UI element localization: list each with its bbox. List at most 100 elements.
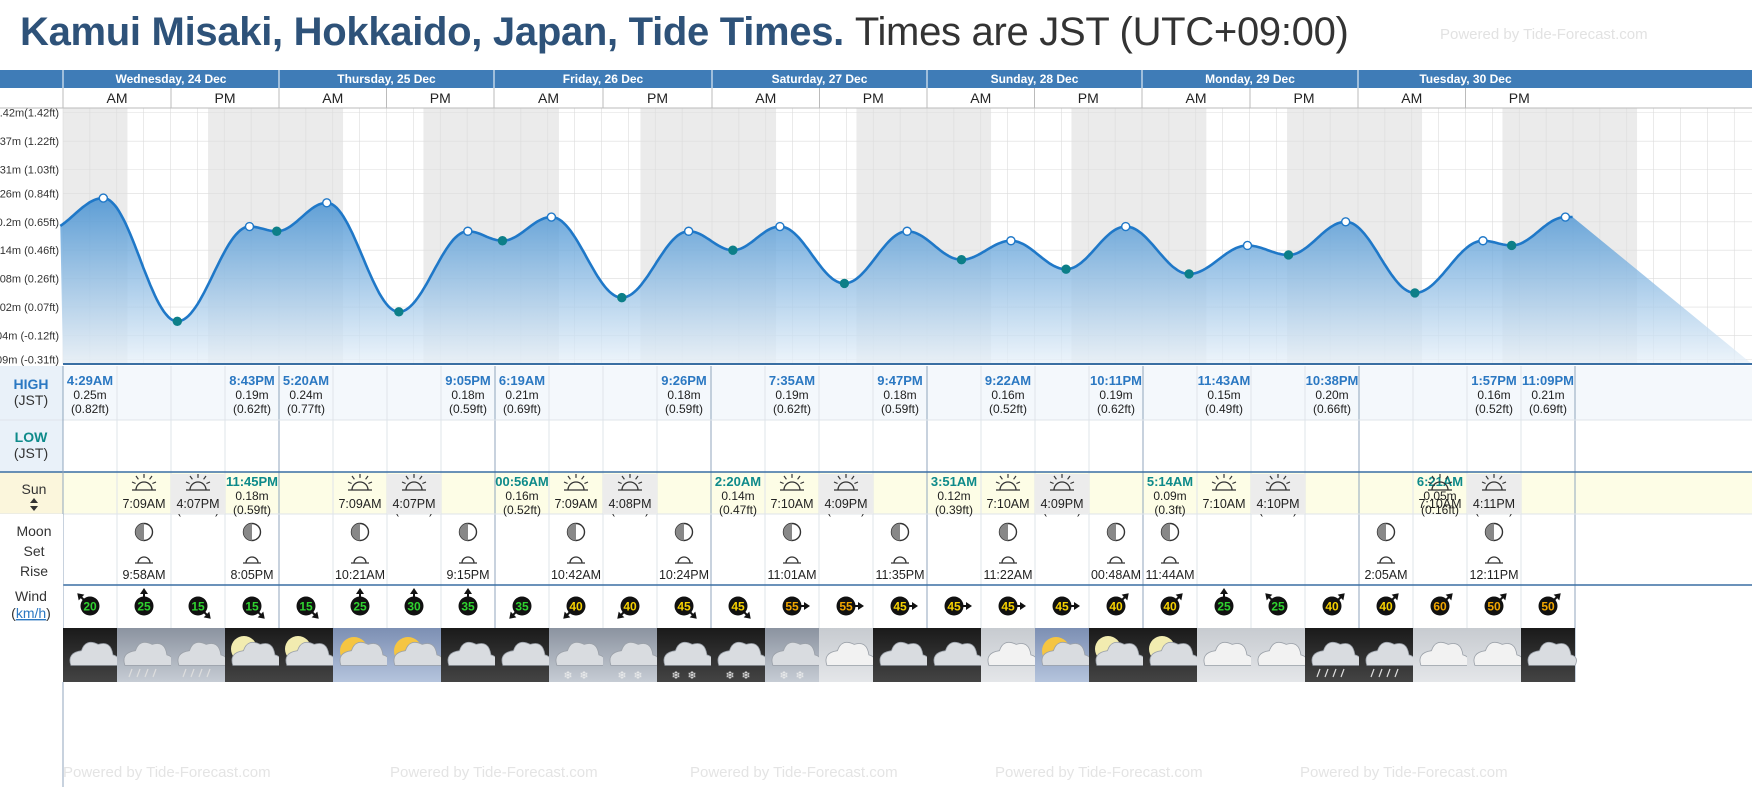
low-feet: (0.16ft) (1421, 503, 1459, 517)
wind-arrow-head (1020, 602, 1026, 610)
moonset-arc (677, 556, 691, 564)
moonset-arc (461, 556, 475, 564)
low-label: LOW (15, 429, 48, 445)
weather-cell (279, 628, 335, 682)
sun-arc (783, 481, 801, 491)
low-meters: 0.12m (937, 489, 970, 503)
moon-shadow (459, 523, 468, 541)
tide-point (1506, 240, 1517, 251)
moonset-time: 8:05PM (230, 568, 273, 582)
high-meters: 0.24m (289, 388, 322, 402)
sun-ray (638, 481, 643, 485)
day-label: Monday, 29 Dec (1205, 72, 1295, 86)
moonset-arc (893, 556, 907, 564)
snowflake-icon: ❄ (563, 670, 572, 682)
weather-cell (171, 628, 227, 682)
tide-point (1560, 212, 1571, 222)
wind-indicator: 40 (617, 596, 640, 619)
sun-ray (1053, 475, 1057, 480)
sunset-icon (1481, 474, 1507, 491)
wind-indicator: 45 (1052, 596, 1080, 616)
wind-arrow-head (203, 611, 211, 619)
moonset-icon (675, 556, 693, 564)
wind-badge (1214, 596, 1234, 616)
sun-arc (135, 481, 153, 491)
sun-arc (999, 481, 1017, 491)
wind-speed: 25 (1271, 600, 1285, 614)
low-feet: (0.3ft) (1154, 503, 1185, 517)
tide-label-bg (0, 366, 63, 472)
tide-point (902, 226, 912, 236)
sunset-time: 4:11PM (1473, 497, 1515, 511)
high-time: 10:38PM (1306, 373, 1359, 388)
moonset-time: 00:48AM (1091, 568, 1141, 582)
sunrise-icon (563, 474, 589, 491)
wind-badge (782, 596, 802, 616)
sun-ray (185, 481, 190, 485)
weather-cell (1089, 628, 1145, 682)
high-time: 10:11PM (1090, 373, 1142, 388)
high-time: 11:09PM (1522, 373, 1574, 388)
sun-arc (189, 481, 207, 491)
moonset-icon (243, 556, 261, 564)
sun-ray (999, 475, 1003, 480)
moonset-icon (1161, 556, 1179, 564)
sun-ray (401, 481, 406, 485)
sun-ray (135, 475, 139, 480)
sunrise-icon (1427, 474, 1453, 491)
sun-ray (131, 481, 136, 485)
tide-point (1120, 221, 1131, 232)
high-feet: (0.62ft) (233, 402, 271, 416)
high-meters: 0.18m (883, 388, 916, 402)
wind-speed: 55 (785, 600, 799, 614)
moon-shadow (783, 523, 792, 541)
moonset-time: 12:11PM (1469, 568, 1518, 582)
pm-label: PM (647, 90, 668, 106)
wind-indicator: 45 (998, 596, 1026, 616)
day-label: Saturday, 27 Dec (772, 72, 868, 86)
weather-cell (1413, 628, 1469, 682)
wind-badge (1106, 596, 1126, 616)
pm-label: PM (1294, 90, 1315, 106)
sun-ray (783, 475, 787, 480)
high-meters: 0.18m (451, 388, 484, 402)
low-feet: (0.59ft) (233, 503, 271, 517)
moon-shadow (243, 523, 252, 541)
sunset-cell (603, 474, 657, 514)
day-label: Wednesday, 24 Dec (116, 72, 227, 86)
wind-badge (1268, 596, 1288, 616)
low-feet: (0.52ft) (503, 503, 541, 517)
high-meters: 0.25m (73, 388, 106, 402)
y-tick-label: 0.02m (0.07ft) (0, 302, 59, 314)
moonset-icon (999, 556, 1017, 564)
moonset-icon (351, 556, 369, 564)
sunrise-time: 7:10AM (1202, 497, 1245, 511)
sunset-cell (819, 474, 873, 514)
wind-unit-label: (km/h) (11, 605, 51, 621)
wind-speed: 40 (1325, 600, 1339, 614)
moonset-time: 10:21AM (335, 568, 385, 582)
rain-drop-icon (1394, 668, 1399, 678)
wind-speed: 50 (1541, 600, 1555, 614)
wind-arrow-head (1220, 588, 1228, 594)
wind-indicator: 45 (674, 596, 697, 619)
wind-speed: 45 (1001, 600, 1015, 614)
tide-point (322, 198, 332, 208)
sun-ray (837, 475, 841, 480)
sun-ray (1502, 481, 1507, 485)
wind-unit-link[interactable]: km/h (16, 605, 46, 621)
moon-label: Moon (16, 523, 51, 539)
high-feet: (0.52ft) (989, 402, 1027, 416)
moon-phase-icon (134, 522, 154, 542)
moon-phase-icon (998, 522, 1018, 542)
wind-arrow-head (743, 611, 751, 619)
wind-indicator: 40 (1376, 593, 1399, 616)
snowflake-icon: ❄ (779, 670, 788, 682)
wind-badge (1484, 596, 1504, 616)
low-meters: 0.14m (721, 489, 754, 503)
sun-ray (635, 475, 639, 480)
wind-speed: 25 (1217, 600, 1231, 614)
pm-label: PM (1509, 90, 1530, 106)
weather-cell (441, 628, 497, 682)
rain-drop-icon (1370, 668, 1375, 678)
